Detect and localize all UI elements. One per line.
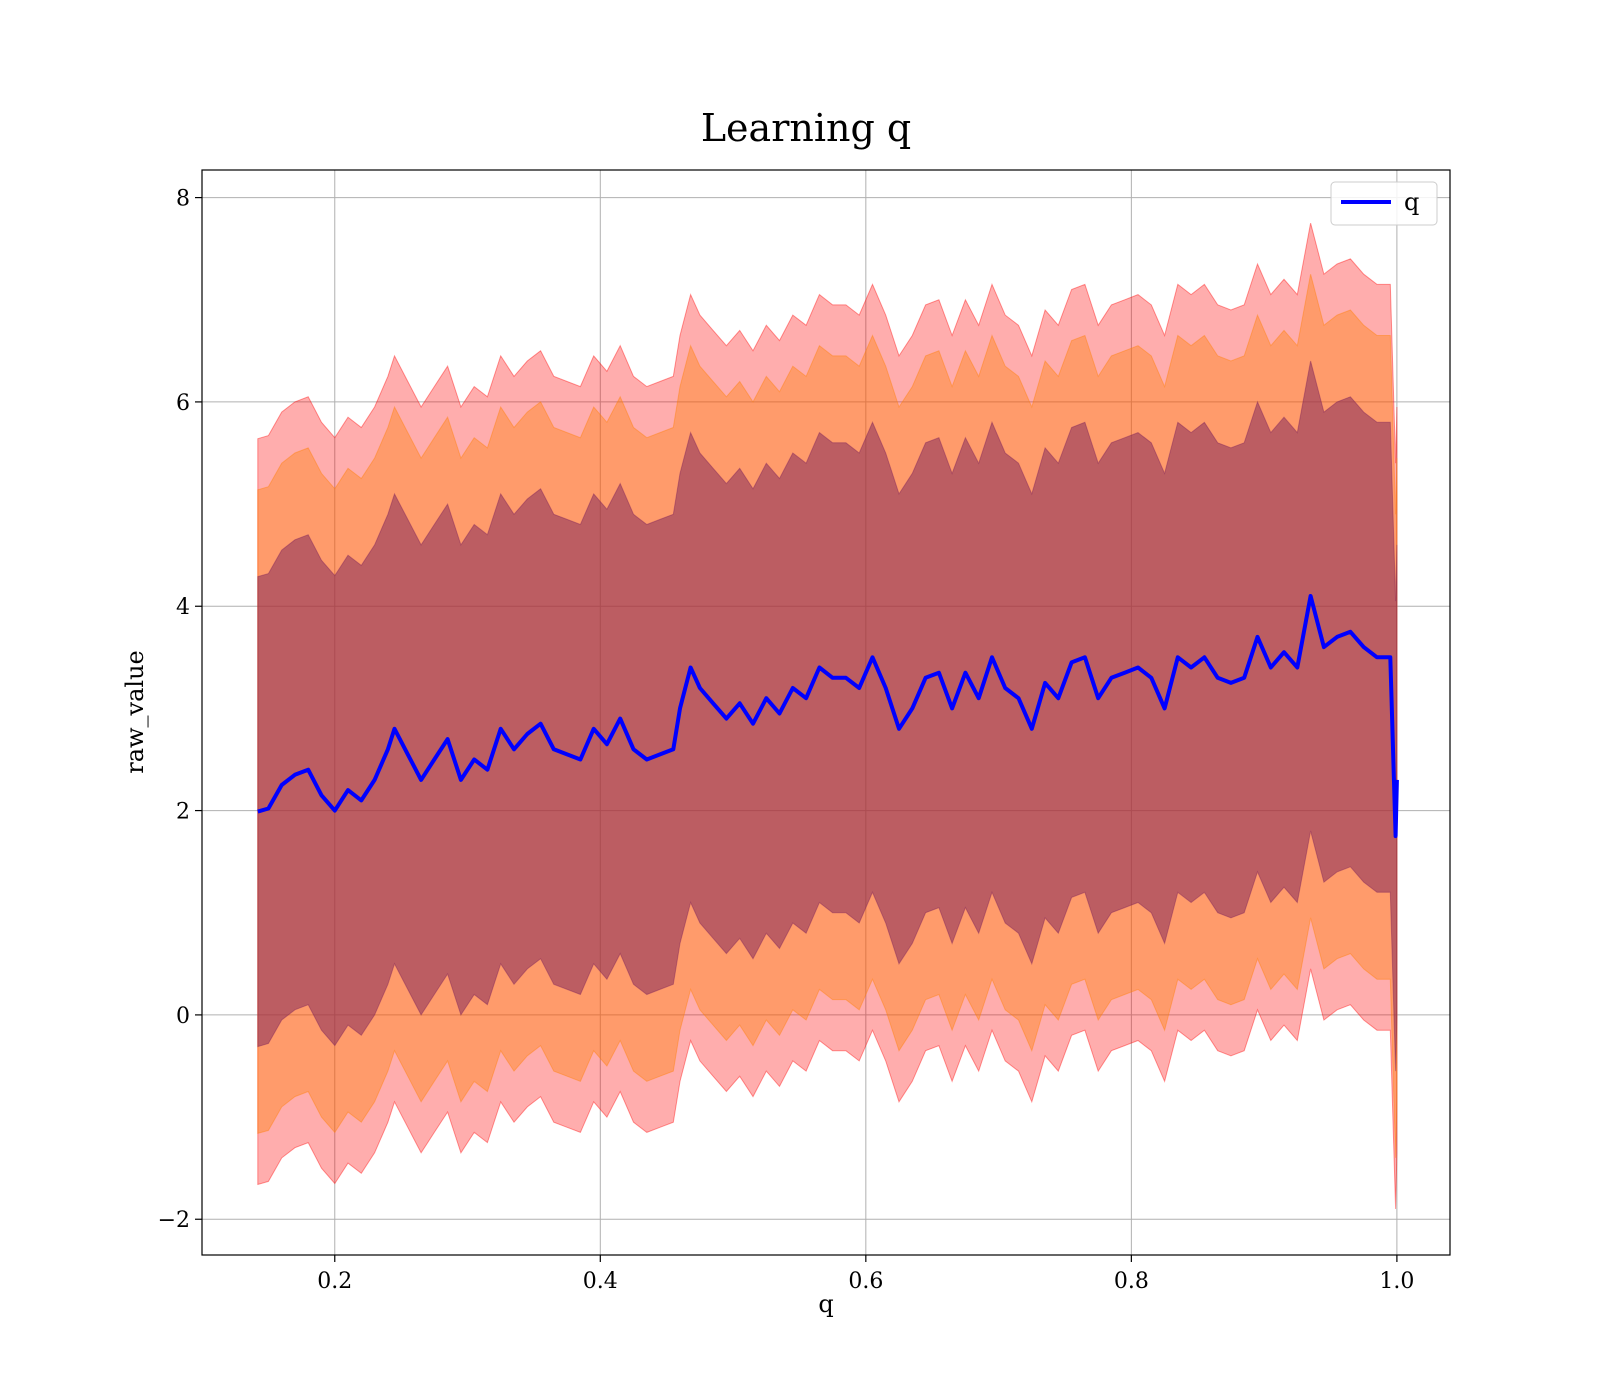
legend-label: q (1404, 188, 1419, 216)
series-line-q (257, 594, 1399, 839)
y-tick-label: 4 (176, 595, 190, 620)
y-tick-label: 0 (176, 1004, 190, 1029)
y-tick-label: −2 (158, 1208, 190, 1233)
y-tick-label: 2 (176, 800, 190, 825)
x-tick-label: 0.8 (1114, 1269, 1149, 1294)
x-tick-label: 0.2 (317, 1269, 352, 1294)
x-axis-label: q (818, 1290, 833, 1318)
chart-title: Learning q (701, 106, 911, 150)
x-tick-label: 0.4 (583, 1269, 618, 1294)
y-tick-label: 6 (176, 391, 190, 416)
legend: q (1330, 181, 1438, 226)
x-tick-label: 0.6 (848, 1269, 883, 1294)
y-axis-label: raw_value (121, 650, 149, 774)
y-tick-label: 8 (176, 187, 190, 212)
plot-frame (201, 169, 1451, 1256)
band-2 (257, 360, 1398, 1072)
confidence-bands (257, 222, 1398, 1210)
x-tick-label: 1.0 (1379, 1269, 1414, 1294)
y-axis-ticks: −2 0 2 4 6 8 (158, 187, 202, 1233)
x-axis-ticks: 0.2 0.4 0.6 0.8 1.0 (317, 1255, 1414, 1294)
